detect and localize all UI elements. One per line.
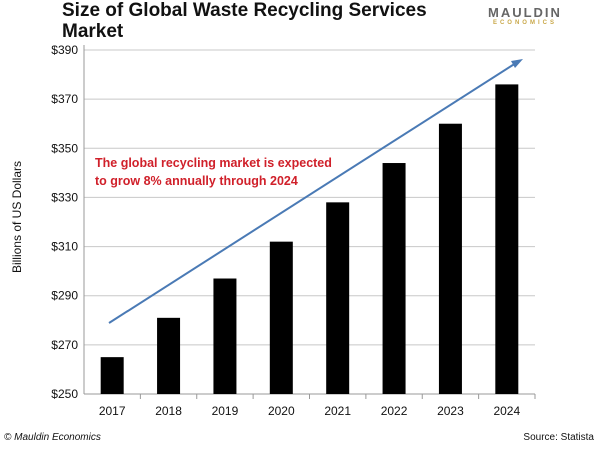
annotation: The global recycling market is expected … bbox=[95, 154, 332, 190]
annotation-line1: The global recycling market is expected bbox=[95, 156, 332, 170]
bar-2019 bbox=[213, 278, 237, 394]
chart-title: Size of Global Waste Recycling Services … bbox=[62, 0, 427, 42]
x-tick-label: 2020 bbox=[268, 404, 295, 418]
trend-arrow bbox=[108, 62, 517, 324]
annotation-line2: to grow 8% annually through 2024 bbox=[95, 174, 298, 188]
source: Source: Statista bbox=[523, 432, 594, 443]
x-tick-label: 2024 bbox=[493, 404, 520, 418]
x-tick-label: 2023 bbox=[437, 404, 464, 418]
y-tick-label: $250 bbox=[51, 387, 78, 401]
y-tick-label: $390 bbox=[51, 43, 78, 57]
y-tick-label: $350 bbox=[51, 141, 78, 155]
bar-2024 bbox=[495, 84, 519, 395]
y-tick-label: $370 bbox=[51, 92, 78, 106]
mauldin-logo: MAULDIN ECONOMICS bbox=[488, 5, 562, 26]
arrow-head bbox=[511, 59, 523, 68]
x-tick-label: 2022 bbox=[381, 404, 408, 418]
bar-2017 bbox=[100, 357, 124, 394]
x-tick-label: 2021 bbox=[324, 404, 351, 418]
x-tick-label: 2018 bbox=[155, 404, 182, 418]
y-tick-label: $270 bbox=[51, 338, 78, 352]
bar-2020 bbox=[269, 241, 293, 394]
logo-line2: ECONOMICS bbox=[492, 20, 557, 26]
bar-2018 bbox=[157, 317, 181, 394]
y-tick-label: $310 bbox=[51, 240, 78, 254]
logo-line1: MAULDIN bbox=[488, 5, 562, 20]
x-tick-label: 2019 bbox=[212, 404, 239, 418]
bar-2021 bbox=[326, 202, 350, 394]
y-tick-label: $290 bbox=[51, 289, 78, 303]
bar-2022 bbox=[382, 163, 406, 394]
x-tick-label: 2017 bbox=[99, 404, 126, 418]
bar-2023 bbox=[438, 123, 462, 394]
copyright: © Mauldin Economics bbox=[4, 432, 101, 443]
y-tick-label: $330 bbox=[51, 190, 78, 204]
